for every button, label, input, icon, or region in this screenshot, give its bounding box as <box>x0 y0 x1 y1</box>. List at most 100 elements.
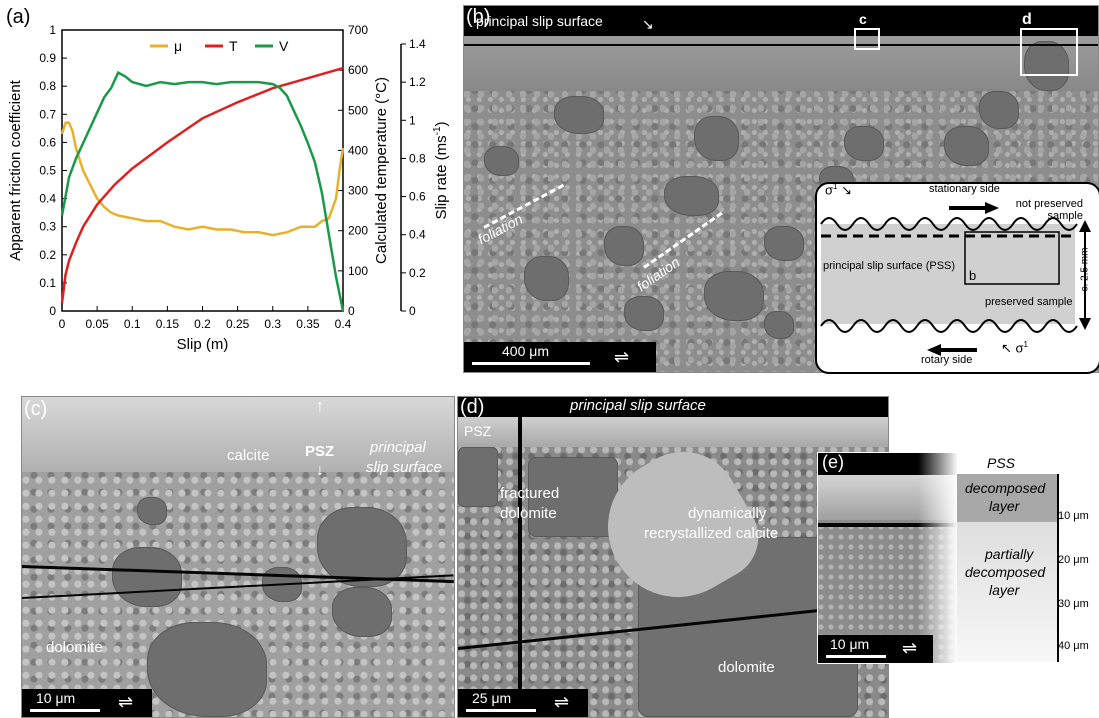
y3-tick-label: 1 <box>409 113 416 127</box>
b-box-label: b <box>969 268 977 283</box>
x-tick-label: 0.1 <box>124 317 141 331</box>
y-tick-label: 0.8 <box>39 79 56 93</box>
x-tick-label: 0.25 <box>226 317 250 331</box>
y-tick-label: 1 <box>49 23 56 37</box>
pss-label-e: PSS <box>987 455 1016 471</box>
x-tick-label: 0 <box>59 317 66 331</box>
psz-label-d: PSZ <box>464 423 492 439</box>
plot-frame <box>61 29 344 312</box>
y2-tick-label: 0 <box>348 304 355 318</box>
x-tick-label: 0.3 <box>264 317 281 331</box>
recryst-label: recrystallized calcite <box>644 525 779 542</box>
scalebar-b-label: 400 μm <box>502 343 549 359</box>
shear-sense-c: ⇌ <box>118 692 134 712</box>
y2-tick-label: 700 <box>348 23 368 37</box>
legend-label: μ <box>174 38 182 54</box>
dolomite-label-d2: dolomite <box>718 659 775 676</box>
scalebar-d: 25 μm ⇌ <box>458 689 588 717</box>
sample-schematic: σ1 ↘ stationary side not preserved sampl… <box>815 182 1099 374</box>
pss-arrow-b: ↘ <box>642 16 654 32</box>
box-d-label: d <box>1022 11 1032 28</box>
thickness-label: c. 2.5 mm <box>1079 247 1091 292</box>
scalebar-c: 10 μm ⇌ <box>22 689 152 717</box>
panel-d-label: (d) <box>460 396 485 418</box>
psz-label-c: PSZ <box>305 443 335 460</box>
y-tick-label: 0.7 <box>39 107 56 121</box>
partially-label-3: layer <box>989 582 1020 598</box>
y3-tick-label: 0.2 <box>409 266 426 280</box>
y2-tick-label: 200 <box>348 224 368 238</box>
panel-b-label: (b) <box>466 6 491 28</box>
partially-label-1: partially <box>985 546 1034 562</box>
y-tick-label: 0.6 <box>39 135 56 149</box>
x-tick-label: 0.4 <box>335 317 352 331</box>
y-tick-label: 0.4 <box>39 192 56 206</box>
pss-label-b: principal slip surface <box>476 13 603 29</box>
pss-label-inset: principal slip surface (PSS) <box>823 260 956 272</box>
scalebar-c-label: 10 μm <box>36 690 76 706</box>
depth-tick-40: 40 μm <box>1058 640 1089 652</box>
partially-label-2: decomposed <box>965 564 1046 580</box>
box-c-label: c <box>859 11 867 27</box>
y3-tick-label: 1.4 <box>409 37 426 51</box>
decomposed-label-1: decomposed <box>965 480 1046 496</box>
series-line-V <box>60 70 345 312</box>
panel-e-image: 10 μm ⇌ <box>817 452 959 664</box>
friction-chart: 0 0.05 0.1 0.15 0.2 0.25 0.3 0.35 0.400.10.20.30… <box>7 23 450 353</box>
x-axis-title: Slip (m) <box>177 336 229 353</box>
y2-tick-label: 300 <box>348 184 368 198</box>
x-tick-label: 0.05 <box>85 317 109 331</box>
panel-e-label: (e) <box>822 452 844 472</box>
panel-d-image: principal slip surface PSZ fractured dol… <box>457 396 889 718</box>
depth-tick-30: 30 μm <box>1058 598 1089 610</box>
shear-sense-b: ⇌ <box>614 347 630 367</box>
y3-axis-title: Slip rate (ms-1) <box>432 121 450 219</box>
panel-c-label: (c) <box>24 398 48 420</box>
y2-tick-label: 500 <box>348 103 368 117</box>
y2-tick-label: 600 <box>348 63 368 77</box>
principal-label-c: principal <box>370 439 426 456</box>
fractured-label: fractured <box>500 485 560 502</box>
decomposed-label-2: layer <box>989 498 1020 514</box>
y-axis-title: Apparent friction coefficient <box>7 79 24 260</box>
pss-label-d: principal slip surface <box>570 397 706 414</box>
scalebar-e: 10 μm ⇌ <box>818 635 933 663</box>
x-tick-label: 0.35 <box>296 317 320 331</box>
slip-surface-label-c: slip surface <box>366 459 442 476</box>
y2-axis-title: Calculated temperature (°C) <box>373 77 390 264</box>
panel-a-label: (a) <box>6 6 31 28</box>
dolomite-label-c: dolomite <box>46 639 103 656</box>
y3-tick-label: 0.6 <box>409 190 426 204</box>
legend-label: V <box>279 38 289 54</box>
scalebar-d-label: 25 μm <box>472 690 512 706</box>
y-tick-label: 0.9 <box>39 51 56 65</box>
panel-c-image: calcite PSZ ↑ ↓ principal slip surface do… <box>21 396 455 718</box>
scalebar-b: 400 μm ⇌ <box>464 342 656 372</box>
y-tick-label: 0.3 <box>39 220 56 234</box>
y2-tick-label: 400 <box>348 143 368 157</box>
y-tick-label: 0.5 <box>39 164 56 178</box>
shear-sense-e: ⇌ <box>902 638 918 658</box>
depth-tick-20: 20 μm <box>1058 554 1089 566</box>
box-c <box>854 28 880 50</box>
sigma-top: σ1 ↘ <box>825 182 852 198</box>
y-tick-label: 0.1 <box>39 276 56 290</box>
y-tick-label: 0.2 <box>39 248 56 262</box>
rotary-side-label: rotary side <box>921 354 973 366</box>
y3-tick-label: 0.8 <box>409 151 426 165</box>
shear-sense-d: ⇌ <box>554 692 570 712</box>
depth-tick-10: 10 μm <box>1058 510 1089 522</box>
not-preserved-label: not preserved sample <box>1015 198 1083 222</box>
y3-tick-label: 0.4 <box>409 228 426 242</box>
dynamically-label: dynamically <box>688 505 767 522</box>
layer-diagram: PSS decomposed layer partially decompose… <box>957 452 1059 662</box>
calcite-label: calcite <box>227 447 270 464</box>
y-tick-label: 0 <box>49 304 56 318</box>
legend-label: T <box>229 38 238 54</box>
sigma-bottom: ↖ σ1 <box>1001 340 1028 356</box>
x-tick-label: 0.15 <box>156 317 180 331</box>
y2-tick-label: 100 <box>348 264 368 278</box>
stationary-side-label: stationary side <box>929 183 1000 195</box>
x-tick-label: 0.2 <box>194 317 211 331</box>
psz-bracket-c: ↑ ↓ <box>316 398 324 479</box>
